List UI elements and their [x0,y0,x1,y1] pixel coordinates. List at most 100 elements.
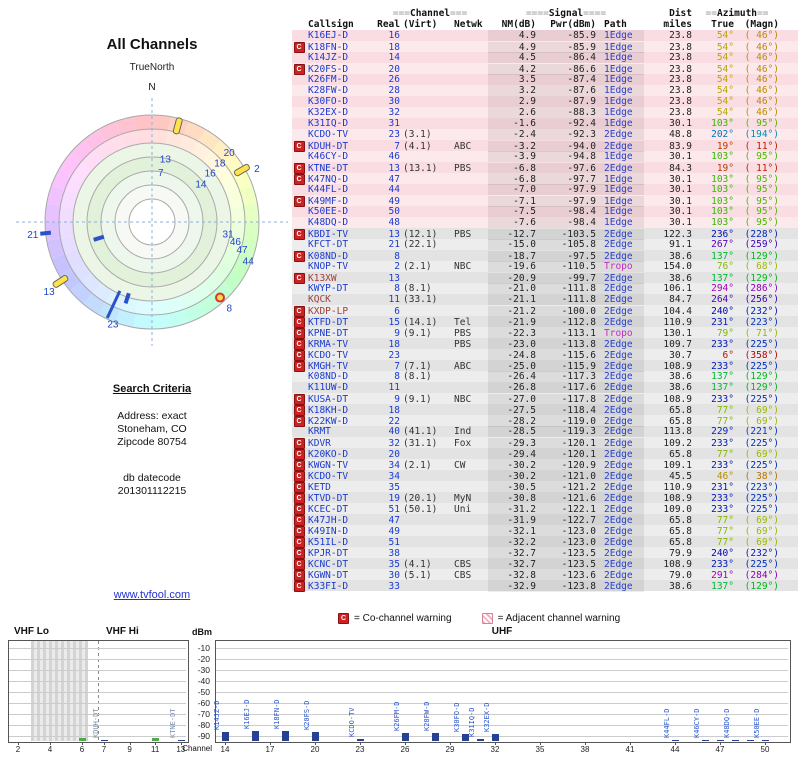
real-channel: 38 [388,547,400,559]
network: CBS [454,558,472,570]
callsign-link[interactable]: KFCT-DT [308,239,349,250]
real-channel: 6 [394,305,400,317]
callsign-link[interactable]: K47NQ-D [308,173,349,185]
callsign-link[interactable]: K22KW-D [308,415,349,427]
row-flag: C [292,503,306,515]
callsign-link[interactable]: KTVD-DT [308,492,349,504]
callsign-link[interactable]: K44FL-D [308,184,349,195]
callsign-link[interactable]: K11UW-D [308,382,349,393]
callsign-link[interactable]: K30FO-D [308,96,349,107]
callsign-link[interactable]: KXDP-LP [308,305,349,317]
tvfool-link[interactable]: www.tvfool.com [113,589,191,601]
azimuth-magnetic: (129°) [744,382,779,393]
callsign-link[interactable]: KPJR-DT [308,547,349,559]
callsign-link[interactable]: KCDO-TV [308,349,349,361]
bar-callsign-label: KTNE-DT [168,707,177,738]
co-channel-warning-icon: C [293,537,305,548]
callsign-link[interactable]: K31IQ-D [308,118,349,129]
callsign-link[interactable]: KUSA-DT [308,393,349,405]
signal-bar [732,739,739,741]
callsign-link[interactable]: KCDO-TV [308,129,349,140]
callsign-link[interactable]: KWYP-DT [308,283,349,294]
callsign-link[interactable]: K16EJ-D [308,30,349,41]
channel-tick-label: 13 [176,745,186,754]
dbm-tick-label: -30 [197,665,210,675]
co-channel-warning-icon: C [293,339,305,350]
distance-miles: 23.8 [669,107,692,118]
radar-panel: N 13 7 20 18 16 14 2 31 46 47 44 8 23 13 21 [0,70,304,370]
callsign-link[interactable]: K50EE-D [308,206,349,217]
callsign-link[interactable]: KCEC-DT [308,503,349,515]
network: PBS [454,338,472,350]
co-channel-warning-icon: C [338,613,349,624]
callsign-link[interactable]: KCNC-DT [308,558,349,570]
co-channel-warning-icon: C [293,141,305,152]
callsign-link[interactable]: KTNE-DT [308,162,349,174]
callsign-link[interactable]: KTFD-DT [308,316,349,328]
azimuth-true: 103° [711,184,734,195]
table-row: KFCT-DT 21 (22.1) -15.0 -105.8 2Edge 91.1 267° (… [292,239,798,250]
virtual-channel: (3.1) [403,129,432,140]
bar-callsign-label: K32EX-D [483,702,491,733]
azimuth-magnetic: (256°) [744,294,779,305]
real-channel: 46 [388,151,400,162]
callsign-link[interactable]: K08ND-D [308,250,349,262]
callsign-link[interactable]: KPNE-DT [308,327,349,339]
callsign-link[interactable]: KMGH-TV [308,360,349,372]
signal-bar [717,739,724,741]
real-channel: 8 [394,371,400,382]
callsign-link[interactable]: K32EX-D [308,107,349,118]
azimuth-magnetic: ( 46°) [744,52,779,63]
azimuth-true: 233° [711,558,734,570]
callsign-link[interactable]: KETD [308,481,331,493]
callsign-link[interactable]: K46CY-D [308,151,349,162]
table-row: C KWGN-TV 34 (2.1) CW -30.2 -120.9 2Edge 109.1 23… [292,459,798,471]
azimuth-true: 233° [711,338,734,350]
bar-callsign-label: K46CY-D [693,707,701,738]
path: 2Edge [596,140,644,152]
callsign-link[interactable]: K14JZ-D [308,52,349,63]
callsign-link[interactable]: K13XW [308,272,337,284]
row-flag: C [292,415,306,427]
table-row: KCDO-TV 23 (3.1) -2.4 -92.3 2Edge 48.8 202° (194… [292,129,798,140]
row-flag: C [292,228,306,240]
network: CBS [454,569,472,581]
callsign-link[interactable]: KDVR [308,437,331,449]
callsign-link[interactable]: KCDO-TV [308,470,349,482]
callsign-link[interactable]: KRMA-TV [308,338,349,350]
callsign-link[interactable]: KBDI-TV [308,228,349,240]
nm-db: -21.2 [488,305,536,317]
callsign-link[interactable]: K51IL-D [308,536,349,548]
callsign-link[interactable]: K18KH-D [308,404,349,416]
signal-table: ===Channel=== ====Signal==== Dist ==Azim… [292,8,798,592]
distance-miles: 30.1 [669,184,692,195]
path: 1Edge [596,107,644,118]
table-row: C K47JH-D 47 -31.9 -122.7 2Edge 65.8 77° ( 69°) [292,514,798,526]
callsign-link[interactable]: K18FN-D [308,41,349,53]
callsign-link[interactable]: KWGN-TV [308,459,349,471]
callsign-link[interactable]: KRMT [308,426,331,437]
callsign-link[interactable]: K48DQ-D [308,217,349,228]
power-dbm: -117.8 [536,393,596,405]
power-dbm: -123.5 [536,547,596,559]
callsign-link[interactable]: K20FS-D [308,63,349,75]
callsign-link[interactable]: K49MF-D [308,195,349,207]
callsign-link[interactable]: K49IN-D [308,525,349,537]
callsign-link[interactable]: K20KO-D [308,448,349,460]
real-channel: 51 [388,536,400,548]
callsign-link[interactable]: K33FI-D [308,580,349,592]
virtual-channel: (12.1) [403,228,438,240]
callsign-link[interactable]: K28FW-D [308,85,349,96]
callsign-link[interactable]: K47JH-D [308,514,349,526]
table-row: C KCEC-DT 51 (50.1) Uni -31.2 -122.1 2Edge 109.0… [292,503,798,515]
callsign-link[interactable]: KDUH-DT [308,140,349,152]
real-channel: 13 [388,228,400,240]
callsign-link[interactable]: K08ND-D [308,371,349,382]
azimuth-true: 202° [711,129,734,140]
path: 2Edge [596,580,644,592]
callsign-link[interactable]: KQCK [308,294,331,305]
callsign-link[interactable]: KGWN-DT [308,569,349,581]
callsign-link[interactable]: K26FM-D [308,74,349,85]
table-row: C K20FS-D 20 4.2 -86.6 1Edge 23.8 54° ( 46°) [292,63,798,75]
callsign-link[interactable]: KNOP-TV [308,261,349,272]
